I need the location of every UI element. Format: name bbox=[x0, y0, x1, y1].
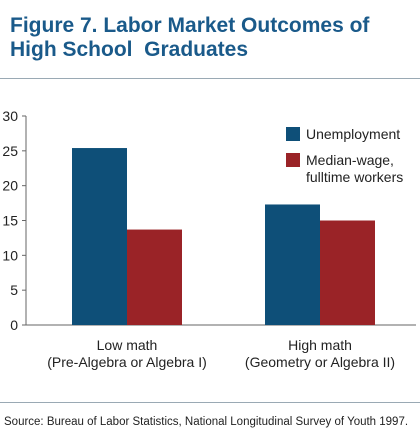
chart-title: Figure 7. Labor Market Outcomes of High … bbox=[10, 14, 410, 62]
bar-median-wage-high-math bbox=[320, 220, 375, 325]
x-category-label: Low math bbox=[97, 337, 158, 353]
y-tick-label: 0 bbox=[10, 317, 18, 333]
y-tick-label: 10 bbox=[2, 247, 18, 263]
x-category-label: High math bbox=[288, 337, 352, 353]
legend-label-median-wage: Median-wage, bbox=[306, 152, 394, 168]
y-tick-label: 15 bbox=[2, 213, 18, 229]
chart-title-line-1: Figure 7. Labor Market Outcomes of bbox=[10, 14, 370, 37]
bar-median-wage-low-math bbox=[127, 229, 182, 325]
bar-chart: 0 5 10 15 20 25 30 Low math(Pre-Algebra or Alge… bbox=[2, 108, 416, 370]
source-note: Source: Bureau of Labor Statistics, Nati… bbox=[4, 416, 409, 428]
bar-unemployment-low-math bbox=[72, 148, 127, 325]
chart-title-line-2: High School Graduates bbox=[10, 38, 249, 61]
y-tick-label: 5 bbox=[10, 282, 18, 298]
legend-swatch-median-wage bbox=[286, 153, 300, 167]
bar-unemployment-high-math bbox=[265, 204, 320, 325]
title-divider bbox=[0, 78, 420, 79]
legend-label-unemployment: Unemployment bbox=[306, 126, 400, 142]
legend-swatch-unemployment bbox=[286, 127, 300, 141]
source-divider bbox=[0, 402, 420, 403]
legend-label-median-wage: fulltime workers bbox=[306, 169, 403, 185]
y-tick-label: 30 bbox=[2, 108, 18, 124]
y-tick-label: 20 bbox=[2, 178, 18, 194]
x-category-label: (Pre-Algebra or Algebra I) bbox=[47, 354, 207, 370]
y-tick-label: 25 bbox=[2, 143, 18, 159]
x-category-label: (Geometry or Algebra II) bbox=[245, 354, 395, 370]
